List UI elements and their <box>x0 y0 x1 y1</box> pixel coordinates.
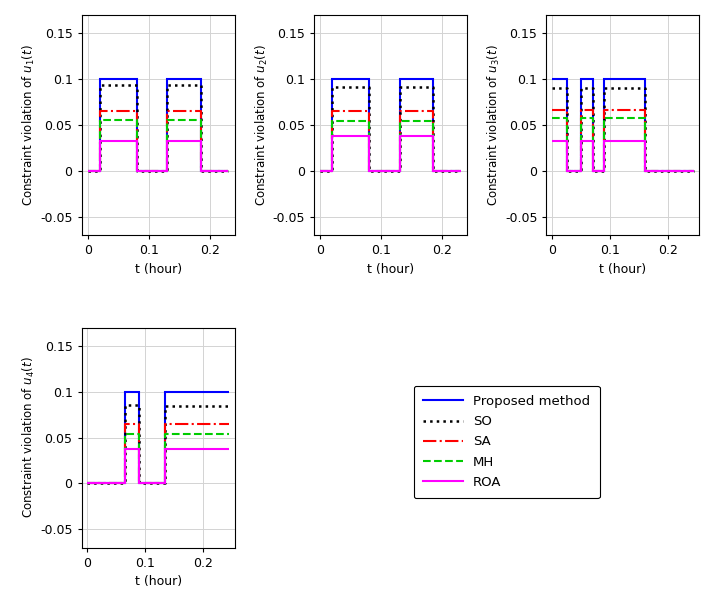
Y-axis label: Constraint violation of $u_4(t)$: Constraint violation of $u_4(t)$ <box>21 357 38 518</box>
Legend: Proposed method, SO, SA, MH, ROA: Proposed method, SO, SA, MH, ROA <box>414 385 599 498</box>
X-axis label: t (hour): t (hour) <box>599 263 647 276</box>
Y-axis label: Constraint violation of $u_3(t)$: Constraint violation of $u_3(t)$ <box>486 44 502 206</box>
Y-axis label: Constraint violation of $u_2(t)$: Constraint violation of $u_2(t)$ <box>253 44 270 206</box>
X-axis label: t (hour): t (hour) <box>134 263 182 276</box>
X-axis label: t (hour): t (hour) <box>367 263 414 276</box>
Y-axis label: Constraint violation of $u_1(t)$: Constraint violation of $u_1(t)$ <box>21 44 38 206</box>
X-axis label: t (hour): t (hour) <box>134 575 182 588</box>
